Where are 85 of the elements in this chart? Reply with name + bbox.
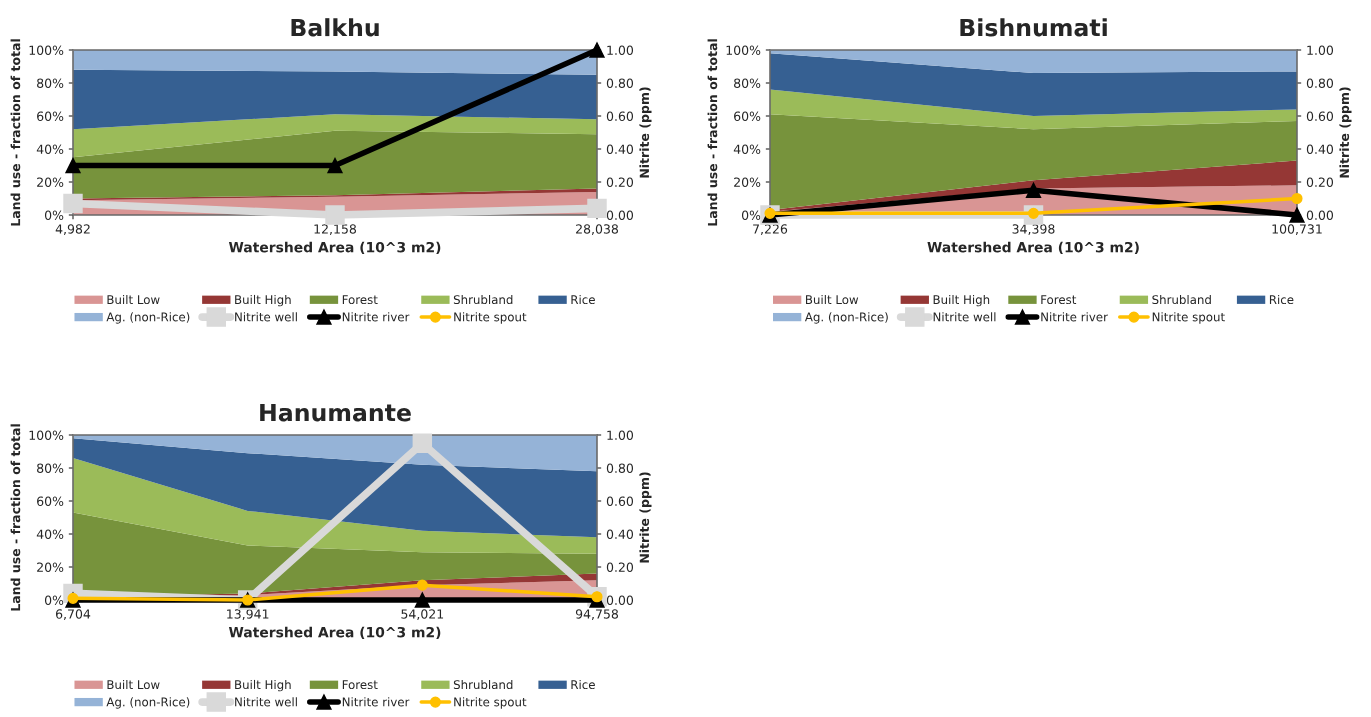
- legend-label: Nitrite river: [342, 312, 410, 322]
- legend-label: Built High: [235, 294, 291, 307]
- legend-label: Nitrite river: [342, 697, 410, 707]
- legend-label: Nitrite well: [235, 697, 297, 707]
- x-axis-title: Watershed Area (10^3 m2): [228, 626, 441, 640]
- legend-label: Ag. (non-Rice): [106, 697, 190, 709]
- x-axis-title: Watershed Area (10^3 m2): [927, 241, 1139, 255]
- x-tick-label: 6,704: [55, 609, 91, 620]
- y-tick-label: 20%: [734, 177, 761, 187]
- y2-tick-label: 0.60: [606, 111, 634, 121]
- legend-label: Built High: [933, 294, 990, 307]
- legend-label: Nitrite spout: [454, 697, 527, 709]
- x-tick-label: 4,982: [55, 224, 90, 235]
- y2-tick-label: 0.20: [1306, 177, 1334, 187]
- legend-label: Built Low: [107, 679, 160, 690]
- x-tick-label: 94,758: [575, 609, 619, 620]
- y2-tick-label: 1.00: [607, 45, 634, 55]
- y-tick-label: 40%: [36, 529, 64, 539]
- chart-title: Balkhu: [291, 18, 379, 37]
- y2-tick-label: 1.00: [1307, 45, 1334, 55]
- y2-tick-label: 0.60: [606, 496, 634, 506]
- legend-label: Rice: [571, 294, 595, 305]
- y-tick-label: 20%: [37, 177, 64, 187]
- x-axis-title: Watershed Area (10^3 m2): [228, 241, 441, 255]
- x-tick-label: 13,941: [227, 609, 269, 620]
- legend-label: Ag. (non-Rice): [804, 312, 888, 324]
- y-axis-title: Land use - fraction of total: [707, 39, 718, 226]
- y-tick-label: 60%: [37, 111, 64, 121]
- y-tick-label: 80%: [734, 78, 761, 88]
- y-tick-label: 80%: [37, 78, 64, 88]
- x-tick-label: 28,038: [576, 224, 619, 235]
- y2-axis-title: Nitrite (ppm): [1339, 87, 1352, 178]
- legend-label: Nitrite spout: [454, 312, 527, 324]
- y-tick-label: 40%: [36, 144, 64, 154]
- y2-tick-label: 0.80: [606, 78, 634, 88]
- y2-tick-label: 0.20: [606, 177, 634, 187]
- y2-tick-label: 0.00: [1306, 210, 1334, 220]
- legend-label: Nitrite spout: [1152, 312, 1225, 324]
- y-tick-label: 100%: [29, 430, 64, 440]
- y2-tick-label: 0.80: [606, 463, 634, 473]
- y-tick-label: 60%: [734, 111, 761, 121]
- legend-label: Rice: [571, 679, 595, 690]
- x-tick-label: 12,158: [314, 224, 357, 235]
- y2-tick-label: 1.00: [607, 430, 634, 440]
- y-axis-title: Land use - fraction of total: [10, 424, 21, 611]
- y2-axis-title: Nitrite (ppm): [639, 87, 652, 178]
- y2-axis-title: Nitrite (ppm): [639, 472, 652, 563]
- x-tick-label: 34,398: [1012, 224, 1055, 235]
- y-axis-title: Land use - fraction of total: [10, 39, 21, 226]
- x-tick-label: 54,021: [401, 609, 444, 620]
- y2-tick-label: 0.80: [1306, 78, 1334, 88]
- legend-label: Shrubland: [453, 679, 513, 690]
- legend-label: Forest: [342, 295, 378, 305]
- y2-tick-label: 0.40: [606, 144, 634, 154]
- y-tick-label: 40%: [733, 144, 761, 154]
- y2-tick-label: 0.20: [606, 562, 634, 572]
- legend-label: Built High: [235, 679, 291, 692]
- y-tick-label: 100%: [726, 45, 761, 55]
- legend-label: Built Low: [806, 294, 859, 305]
- chart-title: Bishnumati: [960, 18, 1107, 37]
- y2-tick-label: 0.00: [606, 595, 634, 605]
- y-tick-label: 0%: [741, 210, 761, 220]
- y2-tick-label: 0.00: [606, 210, 634, 220]
- legend-label: Built Low: [107, 294, 160, 305]
- legend-label: Forest: [1041, 295, 1077, 305]
- y-tick-label: 20%: [37, 562, 64, 572]
- legend-label: Rice: [1269, 294, 1294, 305]
- y-tick-label: 0%: [44, 595, 64, 605]
- y-tick-label: 60%: [37, 496, 64, 506]
- chart-title: Hanumante: [260, 403, 411, 422]
- y-tick-label: 100%: [29, 45, 64, 55]
- y2-tick-label: 0.60: [1306, 111, 1334, 121]
- legend-label: Shrubland: [453, 294, 513, 305]
- y2-tick-label: 0.40: [1306, 144, 1334, 154]
- legend-label: Ag. (non-Rice): [106, 312, 190, 324]
- x-tick-label: 100,731: [1272, 224, 1322, 235]
- x-tick-label: 7,226: [753, 224, 788, 235]
- y-tick-label: 0%: [44, 210, 64, 220]
- legend-label: Shrubland: [1152, 294, 1211, 305]
- y-tick-label: 80%: [37, 463, 64, 473]
- legend-label: Nitrite well: [933, 312, 996, 322]
- legend-label: Nitrite river: [1041, 312, 1108, 322]
- legend-label: Nitrite well: [235, 312, 297, 322]
- legend-label: Forest: [342, 680, 378, 690]
- y2-tick-label: 0.40: [606, 529, 634, 539]
